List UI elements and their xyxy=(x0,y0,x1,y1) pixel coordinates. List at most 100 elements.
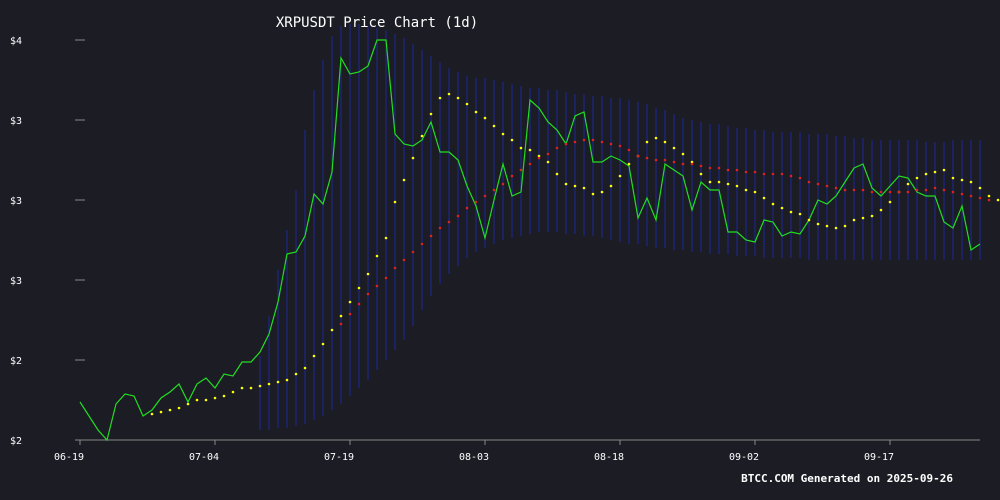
ma-long-point xyxy=(402,258,406,262)
ma-short-point xyxy=(159,410,163,414)
ma-short-point xyxy=(789,210,793,214)
ma-short-point xyxy=(996,198,1000,202)
ma-long-point xyxy=(825,184,829,188)
ma-short-point xyxy=(987,194,991,198)
ma-long-point xyxy=(735,168,739,172)
ma-long-point xyxy=(798,176,802,180)
ma-long-point xyxy=(564,142,568,146)
ma-long-point xyxy=(618,144,622,148)
ma-long-point xyxy=(771,172,775,176)
ma-long-point xyxy=(663,158,667,162)
ma-short-point xyxy=(915,176,919,180)
ma-long-point xyxy=(708,166,712,170)
ma-long-point xyxy=(600,140,604,144)
ma-short-point xyxy=(906,182,910,186)
ma-short-point xyxy=(222,394,226,398)
ma-short-point xyxy=(303,366,307,370)
ma-long-point xyxy=(987,198,991,202)
y-tick-label: $4 xyxy=(10,36,22,47)
x-tick-label: 06-19 xyxy=(54,452,84,463)
ma-long-point xyxy=(915,188,919,192)
ma-short-point xyxy=(168,408,172,412)
ma-short-point xyxy=(951,176,955,180)
ma-short-point xyxy=(861,216,865,220)
ma-short-point xyxy=(771,202,775,206)
volatility-band xyxy=(259,24,981,430)
ma-short-point xyxy=(339,314,343,318)
ma-long-point xyxy=(582,138,586,142)
y-tick-label: $3 xyxy=(10,116,22,127)
ma-long-point xyxy=(474,200,478,204)
ma-long-point xyxy=(555,146,559,150)
ma-short-point xyxy=(375,254,379,258)
ma-short-point xyxy=(483,116,487,120)
chart-footer: BTCC.COM Generated on 2025-09-26 xyxy=(741,472,953,485)
ma-long-point xyxy=(447,220,451,224)
ma-short-point xyxy=(609,184,613,188)
ma-short-point xyxy=(492,124,496,128)
ma-long-point xyxy=(492,188,496,192)
ma-long-point xyxy=(753,170,757,174)
ma-long-point xyxy=(861,188,865,192)
ma-short-point xyxy=(834,226,838,230)
ma-long-point xyxy=(393,266,397,270)
ma-long-point xyxy=(969,194,973,198)
ma-short-point xyxy=(555,172,559,176)
ma-long-point xyxy=(780,172,784,176)
ma-long-point xyxy=(339,322,343,326)
ma-short-point xyxy=(744,188,748,192)
ma-short-point xyxy=(825,224,829,228)
ma-short-point xyxy=(231,390,235,394)
ma-long-point xyxy=(366,292,370,296)
ma-short-point xyxy=(366,272,370,276)
ma-short-point xyxy=(690,160,694,164)
ma-short-point xyxy=(645,140,649,144)
ma-short-point xyxy=(258,384,262,388)
ma-long-point xyxy=(465,206,469,210)
ma-long-point xyxy=(438,226,442,230)
ma-long-point xyxy=(645,156,649,160)
ma-short-point xyxy=(627,162,631,166)
ma-short-point xyxy=(852,218,856,222)
ma-long-point xyxy=(627,148,631,152)
ma-long-point xyxy=(681,162,685,166)
ma-long-point xyxy=(501,182,505,186)
ma-short-point xyxy=(501,132,505,136)
ma-short-point xyxy=(267,382,271,386)
ma-short-point xyxy=(411,156,415,160)
ma-long-point xyxy=(375,284,379,288)
y-tick-label: $2 xyxy=(10,436,22,447)
ma-long-point xyxy=(528,162,532,166)
ma-long-point xyxy=(942,188,946,192)
ma-short-point xyxy=(294,372,298,376)
ma-long-point xyxy=(888,190,892,194)
ma-long-point xyxy=(726,168,730,172)
ma-short-point xyxy=(591,192,595,196)
ma-short-point xyxy=(213,396,217,400)
x-tick-label: 07-19 xyxy=(324,452,354,463)
ma-short-point xyxy=(474,110,478,114)
ma-short-point xyxy=(438,96,442,100)
ma-long-point xyxy=(429,234,433,238)
ma-short-point xyxy=(249,386,253,390)
ma-short-point xyxy=(564,182,568,186)
ma-short-point xyxy=(447,92,451,96)
ma-short-point xyxy=(312,354,316,358)
x-tick-label: 08-18 xyxy=(594,452,624,463)
ma-long-point xyxy=(978,196,982,200)
ma-short-point xyxy=(510,138,514,142)
ma-long-point xyxy=(357,302,361,306)
ma-short-point xyxy=(879,208,883,212)
ma-long-point xyxy=(420,242,424,246)
ma-long-point xyxy=(870,190,874,194)
ma-short-point xyxy=(870,214,874,218)
ma-short-point xyxy=(420,134,424,138)
x-tick-label: 07-04 xyxy=(189,452,219,463)
ma-long-point xyxy=(510,174,514,178)
ma-short-point xyxy=(663,140,667,144)
y-tick-label: $3 xyxy=(10,196,22,207)
x-tick-label: 08-03 xyxy=(459,452,489,463)
ma-short-point xyxy=(978,186,982,190)
